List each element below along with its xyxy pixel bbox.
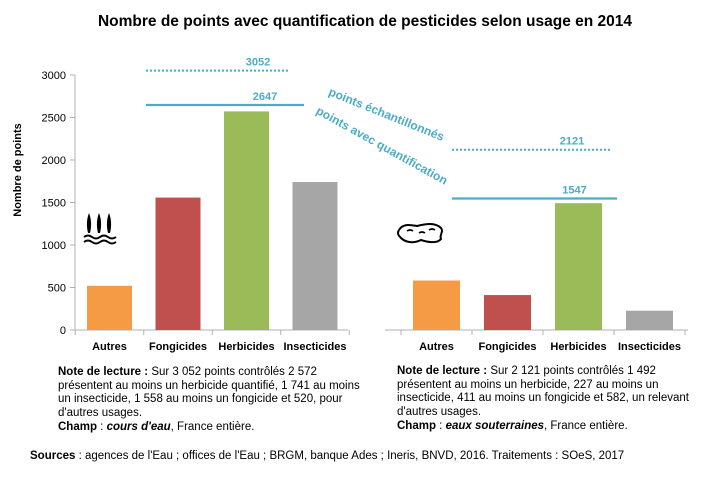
x-tick-label: Fongicides — [478, 341, 536, 353]
sources-text: : agences de l'Eau ; offices de l'Eau ; … — [75, 450, 625, 462]
champ-line: Champ : eaux souterraines, France entièr… — [397, 420, 697, 434]
lines-layer — [146, 69, 617, 200]
reference-value-label: 2121 — [560, 136, 584, 148]
bar-herbicides — [224, 111, 269, 330]
bar-autres — [413, 280, 460, 330]
groundwater-icon — [396, 223, 443, 244]
bar-fongicides — [155, 197, 201, 330]
note-panel-2: Note de lecture : Sur 2 121 points contr… — [397, 365, 697, 434]
bar-autres — [87, 285, 132, 330]
champ-line: Champ : cours d'eau, France entière. — [58, 421, 370, 435]
reference-value-label: 1547 — [562, 185, 586, 197]
champ-value: cours d'eau — [106, 421, 171, 433]
x-tick-label: Autres — [419, 341, 454, 353]
bar-insecticides — [626, 310, 673, 330]
y-tick-label: 2500 — [42, 113, 66, 125]
note-text: Sur 3 052 points contrôlés 2 572 présent… — [58, 366, 360, 419]
chart-title: Nombre de points avec quantification de … — [98, 13, 632, 30]
sources-label: Sources — [30, 450, 76, 462]
y-tick-label: 1000 — [42, 240, 66, 252]
x-tick-label: Autres — [92, 341, 127, 353]
champ-separator: : — [96, 421, 107, 433]
y-axis-label: Nombre de points — [12, 123, 24, 217]
champ-rest: , France entière. — [170, 421, 255, 433]
sampled-points-annotation: points échantillonnés — [327, 85, 447, 144]
x-tick-label: Insecticides — [618, 341, 681, 353]
y-tick-label: 2000 — [42, 155, 66, 167]
champ-separator: : — [435, 420, 446, 432]
sources: Sources : agences de l'Eau ; offices de … — [30, 450, 690, 464]
reference-value-label: 2647 — [253, 91, 277, 103]
champ-label: Champ — [397, 420, 436, 432]
y-tick-label: 1500 — [42, 198, 66, 210]
x-tick-label: Herbicides — [218, 341, 274, 353]
x-tick-label: Insecticides — [284, 341, 347, 353]
y-tick-label: 3000 — [42, 70, 66, 82]
note-label: Note de lecture : — [397, 365, 488, 377]
y-tick-label: 500 — [48, 283, 66, 295]
river-icon — [83, 213, 117, 245]
champ-value: eaux souterraines — [445, 420, 545, 432]
reference-value-label: 3052 — [246, 57, 270, 69]
bar-insecticides — [292, 182, 338, 330]
note-label: Note de lecture : — [58, 366, 149, 378]
bars-layer — [87, 111, 673, 330]
bar-fongicides — [484, 295, 531, 330]
chart: Nombre de points avec quantification de … — [12, 13, 688, 353]
champ-rest: , France entière. — [544, 420, 628, 432]
note-panel-1: Note de lecture : Sur 3 052 points contr… — [58, 366, 370, 435]
x-tick-label: Herbicides — [550, 341, 606, 353]
bar-herbicides — [555, 203, 602, 330]
note-text: Sur 2 121 points contrôlés 1 492 présent… — [397, 365, 689, 418]
y-tick-label: 0 — [60, 325, 66, 337]
champ-label: Champ — [58, 421, 97, 433]
x-tick-label: Fongicides — [149, 341, 207, 353]
